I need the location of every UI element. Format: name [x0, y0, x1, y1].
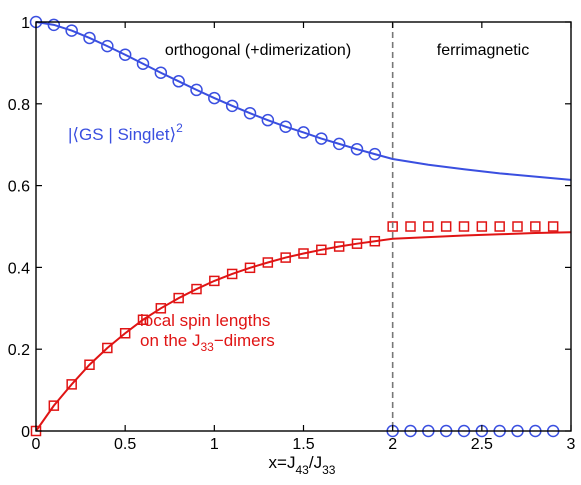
y-tick-label: 0.4: [8, 260, 30, 277]
x-tick-label: 0: [32, 436, 41, 453]
x-tick-label: 0.5: [114, 436, 136, 453]
x-tick-label: 1.5: [292, 436, 314, 453]
spin-length-marker: [191, 283, 202, 295]
ticks-layer: 0 0.5 1 1.5 2 2.5 3 0 0.2 0.4 0.6 0.8 1: [8, 15, 576, 453]
singlet-overlap-marker: [118, 48, 132, 61]
spin-length-marker: [316, 244, 327, 256]
singlet-overlap-marker: [225, 99, 239, 113]
spin-length-marker: [48, 400, 60, 411]
y-tick-label: 0: [21, 424, 30, 441]
singlet-overlap-marker: [368, 147, 382, 161]
spin-length-marker: [119, 327, 131, 339]
y-tick-label: 0.6: [8, 179, 30, 196]
spin-length-marker: [476, 221, 488, 232]
spin-length-marker: [512, 221, 523, 232]
region-label-ferrimagnetic: ferrimagnetic: [437, 42, 529, 59]
singlet-overlap-marker: [332, 137, 346, 151]
spin-length-marker: [173, 292, 184, 304]
region-label-orthogonal: orthogonal (+dimerization): [165, 42, 351, 59]
spin-length-marker: [84, 359, 95, 370]
spin-lengths-label-pre: on the J: [140, 331, 201, 350]
x-tick-label: 1: [210, 436, 219, 453]
spin-length-marker: [66, 379, 77, 390]
plot-frame: [35, 21, 572, 432]
singlet-overlap-marker: [208, 91, 221, 105]
singlet-overlap-marker: [243, 106, 257, 120]
y-tick-label: 1: [21, 15, 30, 32]
spin-length-marker: [262, 257, 274, 268]
singlet-overlap-marker: [172, 75, 185, 88]
spin-lengths-label-post: −dimers: [214, 331, 275, 350]
spin-length-marker: [458, 221, 470, 232]
series-label-spin-lengths-line1: local spin lengths: [140, 311, 270, 330]
x-tick-label: 3: [567, 436, 576, 453]
singlet-overlap-marker: [101, 39, 114, 53]
spin-length-marker: [440, 221, 452, 232]
singlet-overlap-label-main: |⟨GS | Singlet⟩: [68, 125, 176, 144]
singlet-overlap-marker: [47, 18, 61, 32]
markers-layer: [29, 15, 560, 438]
spin-length-marker: [137, 314, 149, 326]
singlet-overlap-marker: [154, 66, 168, 79]
x-tick-label: 2.5: [471, 436, 493, 453]
series-label-spin-lengths-line2: on the J33−dimers: [140, 331, 275, 354]
spin-length-marker: [226, 268, 238, 280]
spin-length-line: [35, 231, 572, 432]
spin-lengths-label-sub: 33: [201, 340, 215, 354]
spin-length-marker: [298, 248, 309, 259]
spin-length-marker: [547, 221, 559, 232]
spin-length-marker: [155, 303, 167, 314]
spin-length-marker: [423, 221, 434, 232]
y-tick-label: 0.2: [8, 342, 30, 359]
spin-length-marker: [405, 221, 416, 232]
x-axis-label-base: x=J: [269, 453, 296, 472]
x-tick-label: 2: [388, 436, 397, 453]
x-axis-label-sub1: 43: [295, 463, 309, 477]
singlet-overlap-marker: [315, 132, 328, 145]
spin-length-marker: [209, 275, 220, 287]
x-axis-label: x=J43/J33: [269, 453, 336, 477]
series-layer: [35, 21, 572, 432]
singlet-overlap-marker: [65, 24, 78, 37]
singlet-overlap-marker: [297, 126, 310, 139]
singlet-overlap-marker: [190, 83, 203, 97]
spin-length-marker: [244, 262, 256, 274]
series-label-singlet-overlap: |⟨GS | Singlet⟩2: [68, 121, 183, 144]
spin-length-marker: [530, 221, 541, 232]
singlet-overlap-marker: [279, 120, 292, 133]
singlet-overlap-marker: [261, 113, 275, 127]
x-axis-label-mid: /J: [309, 453, 322, 472]
singlet-overlap-line: [35, 21, 572, 181]
spin-length-marker: [102, 342, 113, 354]
spin-length-marker: [351, 238, 363, 249]
y-tick-label: 0.8: [8, 97, 30, 114]
spin-length-marker: [369, 235, 381, 247]
spin-length-marker: [494, 221, 505, 232]
singlet-overlap-label-sup: 2: [176, 121, 183, 135]
spin-length-marker: [333, 241, 345, 252]
singlet-overlap-marker: [136, 57, 150, 70]
singlet-overlap-marker: [350, 142, 364, 156]
singlet-overlap-marker: [83, 31, 96, 45]
x-axis-label-sub2: 33: [322, 463, 336, 477]
spin-length-marker: [280, 252, 291, 263]
